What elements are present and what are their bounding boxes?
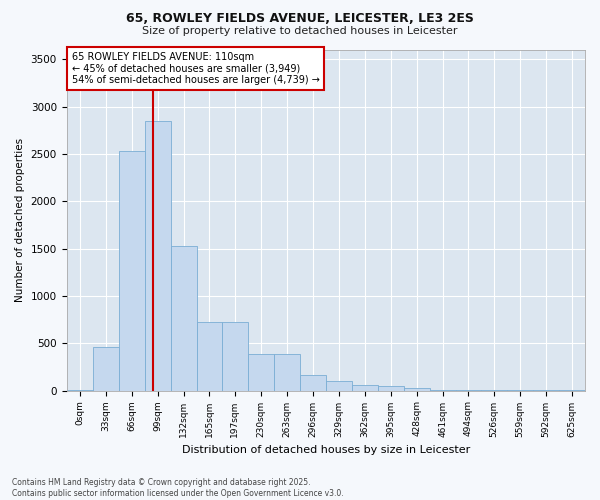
Bar — [248, 354, 274, 391]
Y-axis label: Number of detached properties: Number of detached properties — [15, 138, 25, 302]
Text: Size of property relative to detached houses in Leicester: Size of property relative to detached ho… — [142, 26, 458, 36]
Bar — [92, 347, 119, 391]
Text: 65, ROWLEY FIELDS AVENUE, LEICESTER, LE3 2ES: 65, ROWLEY FIELDS AVENUE, LEICESTER, LE3… — [126, 12, 474, 26]
Text: Contains HM Land Registry data © Crown copyright and database right 2025.
Contai: Contains HM Land Registry data © Crown c… — [12, 478, 344, 498]
Text: 65 ROWLEY FIELDS AVENUE: 110sqm
← 45% of detached houses are smaller (3,949)
54%: 65 ROWLEY FIELDS AVENUE: 110sqm ← 45% of… — [72, 52, 320, 85]
Bar — [145, 121, 170, 390]
Bar — [404, 388, 430, 390]
Bar — [197, 322, 222, 390]
Bar — [119, 151, 145, 390]
Bar — [378, 386, 404, 390]
Bar — [222, 322, 248, 390]
Bar — [274, 354, 300, 391]
X-axis label: Distribution of detached houses by size in Leicester: Distribution of detached houses by size … — [182, 445, 470, 455]
Bar — [326, 381, 352, 390]
Bar — [300, 376, 326, 390]
Bar — [170, 246, 197, 390]
Bar — [352, 386, 378, 390]
